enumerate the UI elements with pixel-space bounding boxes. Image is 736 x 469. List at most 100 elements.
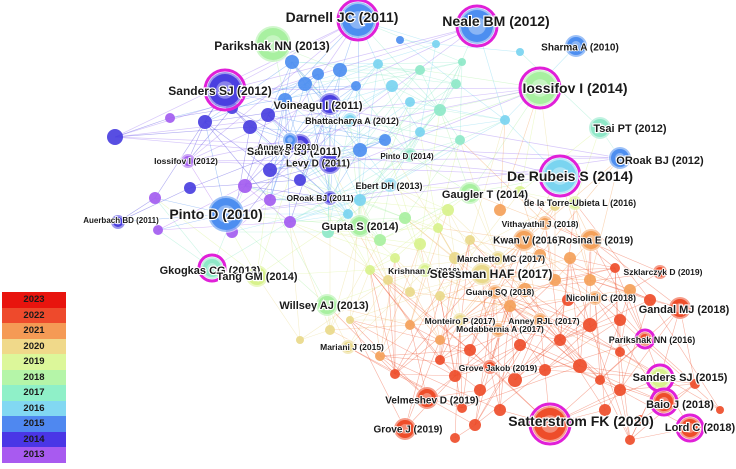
citation-edge [489,365,581,368]
cited-reference-node[interactable] [649,387,679,417]
cited-reference-node[interactable] [564,34,588,58]
cited-reference-node[interactable] [608,146,632,170]
node-label: Parikshak NN (2016) [609,335,696,345]
cited-reference-node[interactable] [254,25,292,63]
citation-edge [225,213,328,306]
cited-reference-node[interactable] [348,214,372,238]
cited-reference-node[interactable] [197,253,227,283]
citation-edge [269,149,361,171]
citation-edge [389,184,521,193]
node-core [210,198,242,230]
citation-edge [289,85,393,141]
cited-reference-node[interactable] [110,214,126,230]
node-ring [531,79,549,97]
citation-edge [509,305,621,353]
citation-edge [359,101,411,227]
cited-reference-node[interactable] [336,0,380,42]
cited-reference-node[interactable] [518,66,562,110]
node-label: Rosina E (2019) [559,236,633,247]
cited-reference-node[interactable] [588,116,612,140]
cited-reference-node[interactable] [340,339,356,355]
cited-reference-node[interactable] [402,147,418,163]
citation-edge [389,139,461,186]
burst-ring [634,328,656,350]
citation-edge [291,61,421,71]
cited-reference-node[interactable] [203,68,247,112]
cited-reference-node[interactable] [668,296,692,320]
cited-reference-node[interactable] [538,154,582,198]
cited-reference-node[interactable] [587,290,603,306]
cited-reference-node[interactable] [537,215,553,231]
cited-reference-node[interactable] [207,195,245,233]
citation-edge [339,69,457,85]
cited-reference-node[interactable] [645,363,675,393]
citation-edge [439,191,521,297]
cited-reference-node[interactable] [342,112,358,128]
legend-year-2015: 2015 [2,416,66,432]
cited-reference-node[interactable] [452,312,468,328]
citation-edge [544,222,556,281]
cited-reference-node[interactable] [490,322,506,338]
cited-reference-node[interactable] [675,413,705,443]
node-label: Voineagu I (2011) [273,100,362,112]
node-core [321,154,339,172]
citation-edge [519,191,556,207]
citation-edge [349,273,483,321]
cited-reference-node[interactable] [415,386,439,410]
cited-reference-node[interactable] [528,402,572,446]
cited-reference-node[interactable] [634,328,656,350]
cited-reference-node[interactable] [487,284,503,300]
citation-edge [599,289,631,381]
citation-edge [497,329,581,367]
node-label: Neale BM (2012) [442,13,549,29]
cited-reference-node[interactable] [455,4,499,48]
network-node [624,284,636,296]
citation-edge [291,61,379,65]
cited-reference-node[interactable] [567,195,583,211]
citation-edge [377,63,411,156]
cited-reference-node[interactable] [318,92,342,116]
citation-edge [289,213,349,223]
node-core [611,149,629,167]
citation-edge [447,209,499,259]
network-node [107,129,123,145]
node-label: Baio J (2018) [646,399,714,411]
cited-reference-node[interactable] [490,250,506,266]
citation-edge [114,25,478,138]
citation-edge [494,291,521,346]
citation-edge [489,366,546,371]
network-node [325,325,335,335]
cited-reference-node[interactable] [393,417,417,441]
cited-reference-node[interactable] [315,293,339,317]
burst-ring [528,402,572,446]
cited-reference-node[interactable] [180,153,196,169]
node-core [671,299,689,317]
cited-reference-node[interactable] [652,264,668,280]
citation-edge [379,349,471,357]
cited-reference-node[interactable] [322,190,338,206]
network-node [353,143,367,157]
node-ring [519,235,529,245]
citation-edge [269,61,293,171]
citation-edge [479,305,511,391]
cited-reference-node[interactable] [458,181,482,205]
node-label: de la Torre-Ubieta L (2016) [524,198,636,208]
citation-edge [329,69,341,199]
cited-reference-node[interactable] [318,151,342,175]
node-label: Gkogkas CG (2013) [160,265,261,277]
citation-edge [326,304,396,375]
cited-reference-node[interactable] [532,312,548,328]
cited-reference-node[interactable] [245,264,269,288]
network-node [379,134,391,146]
network-node [465,235,475,245]
node-ring [586,235,596,245]
citation-edge [459,61,463,141]
cited-reference-node[interactable] [470,262,494,286]
cited-reference-node[interactable] [282,132,298,148]
cited-reference-node[interactable] [482,359,498,375]
cited-reference-node[interactable] [579,228,603,252]
cited-reference-node[interactable] [512,228,536,252]
network-node [399,212,411,224]
cited-reference-node[interactable] [382,177,398,193]
cited-reference-node[interactable] [417,262,433,278]
